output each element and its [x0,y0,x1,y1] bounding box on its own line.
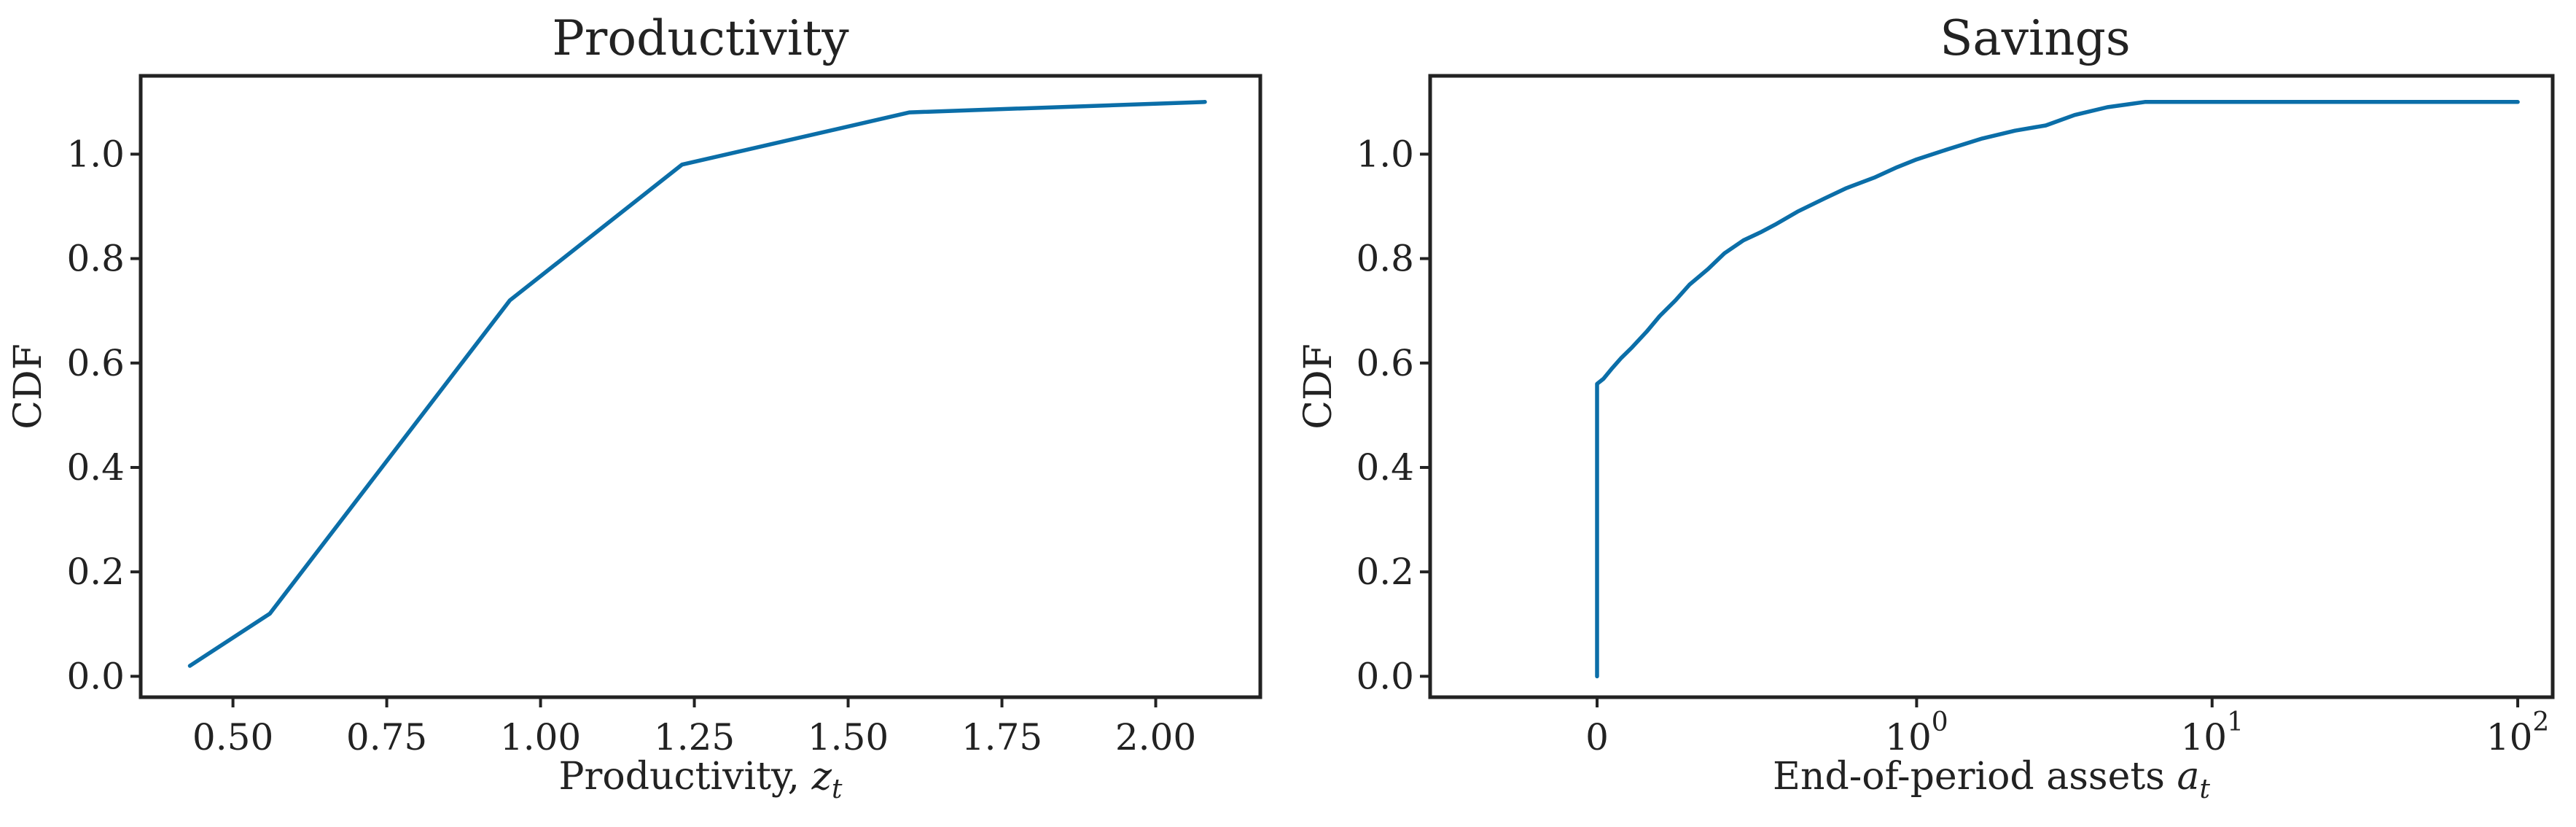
productivity-x-tick-label: 1.25 [654,716,735,758]
productivity-x-tick-label: 0.75 [346,716,427,758]
savings-x-tick-label: 101 [2180,707,2244,758]
savings-panel: Savings 0 100 101 102 0.0 0.2 0.4 0.6 0.8 1.0 CD… [1297,10,2555,804]
savings-cdf-line [1595,100,2520,679]
productivity-x-axis-label: Productivity, zt [559,755,843,804]
savings-y-tick-label: 0.2 [1356,551,1414,593]
savings-x-axis-variable: a [2177,755,2200,799]
productivity-x-axis-subscript: t [832,774,843,804]
savings-x-axis-label-text: End-of-period assets [1773,755,2177,799]
savings-y-axis-label: CDF [1297,343,1340,430]
productivity-y-axis-label: CDF [7,343,50,430]
productivity-y-tick-label: 0.4 [66,446,125,489]
productivity-x-ticks: 0.50 0.75 1.00 1.25 1.50 1.75 2.00 [192,697,1196,758]
savings-y-tick-label: 0.8 [1356,238,1414,280]
productivity-y-ticks: 0.0 0.2 0.4 0.6 0.8 1.0 [66,133,141,697]
savings-x-tick-label: 100 [1885,707,1948,758]
productivity-x-tick-label: 2.00 [1115,716,1196,758]
productivity-y-tick-label: 0.6 [66,342,125,384]
productivity-cdf-line [187,100,1207,668]
savings-x-ticks: 0 100 101 102 [1585,697,2549,758]
savings-y-tick-label: 0.0 [1356,655,1414,697]
productivity-y-tick-label: 0.2 [66,551,125,593]
productivity-plot-frame [138,74,1262,699]
productivity-y-tick-label: 1.0 [66,133,125,175]
productivity-y-tick-label: 0.8 [66,238,125,280]
productivity-x-axis-label-text: Productivity, [559,755,812,799]
productivity-panel: Productivity 0.50 0.75 1.00 1.25 1.50 1.75 2.0… [7,10,1262,804]
savings-y-tick-label: 0.4 [1356,446,1414,489]
savings-x-tick-label: 102 [2486,707,2550,758]
savings-y-ticks: 0.0 0.2 0.4 0.6 0.8 1.0 [1356,133,1430,697]
savings-chart-title: Savings [1940,10,2131,66]
productivity-x-tick-label: 1.75 [961,716,1042,758]
productivity-x-axis-variable: z [811,755,832,799]
savings-x-axis-subscript: t [2200,774,2211,804]
savings-x-axis-label: End-of-period assets at [1773,755,2211,804]
productivity-x-tick-label: 1.50 [808,716,889,758]
savings-y-tick-label: 1.0 [1356,133,1414,175]
savings-x-tick-label: 0 [1585,716,1609,758]
productivity-x-tick-label: 1.00 [500,716,581,758]
productivity-chart-title: Productivity [552,10,849,66]
savings-plot-frame [1428,74,2555,699]
productivity-y-tick-label: 0.0 [66,655,125,697]
productivity-x-tick-label: 0.50 [192,716,273,758]
savings-y-tick-label: 0.6 [1356,342,1414,384]
